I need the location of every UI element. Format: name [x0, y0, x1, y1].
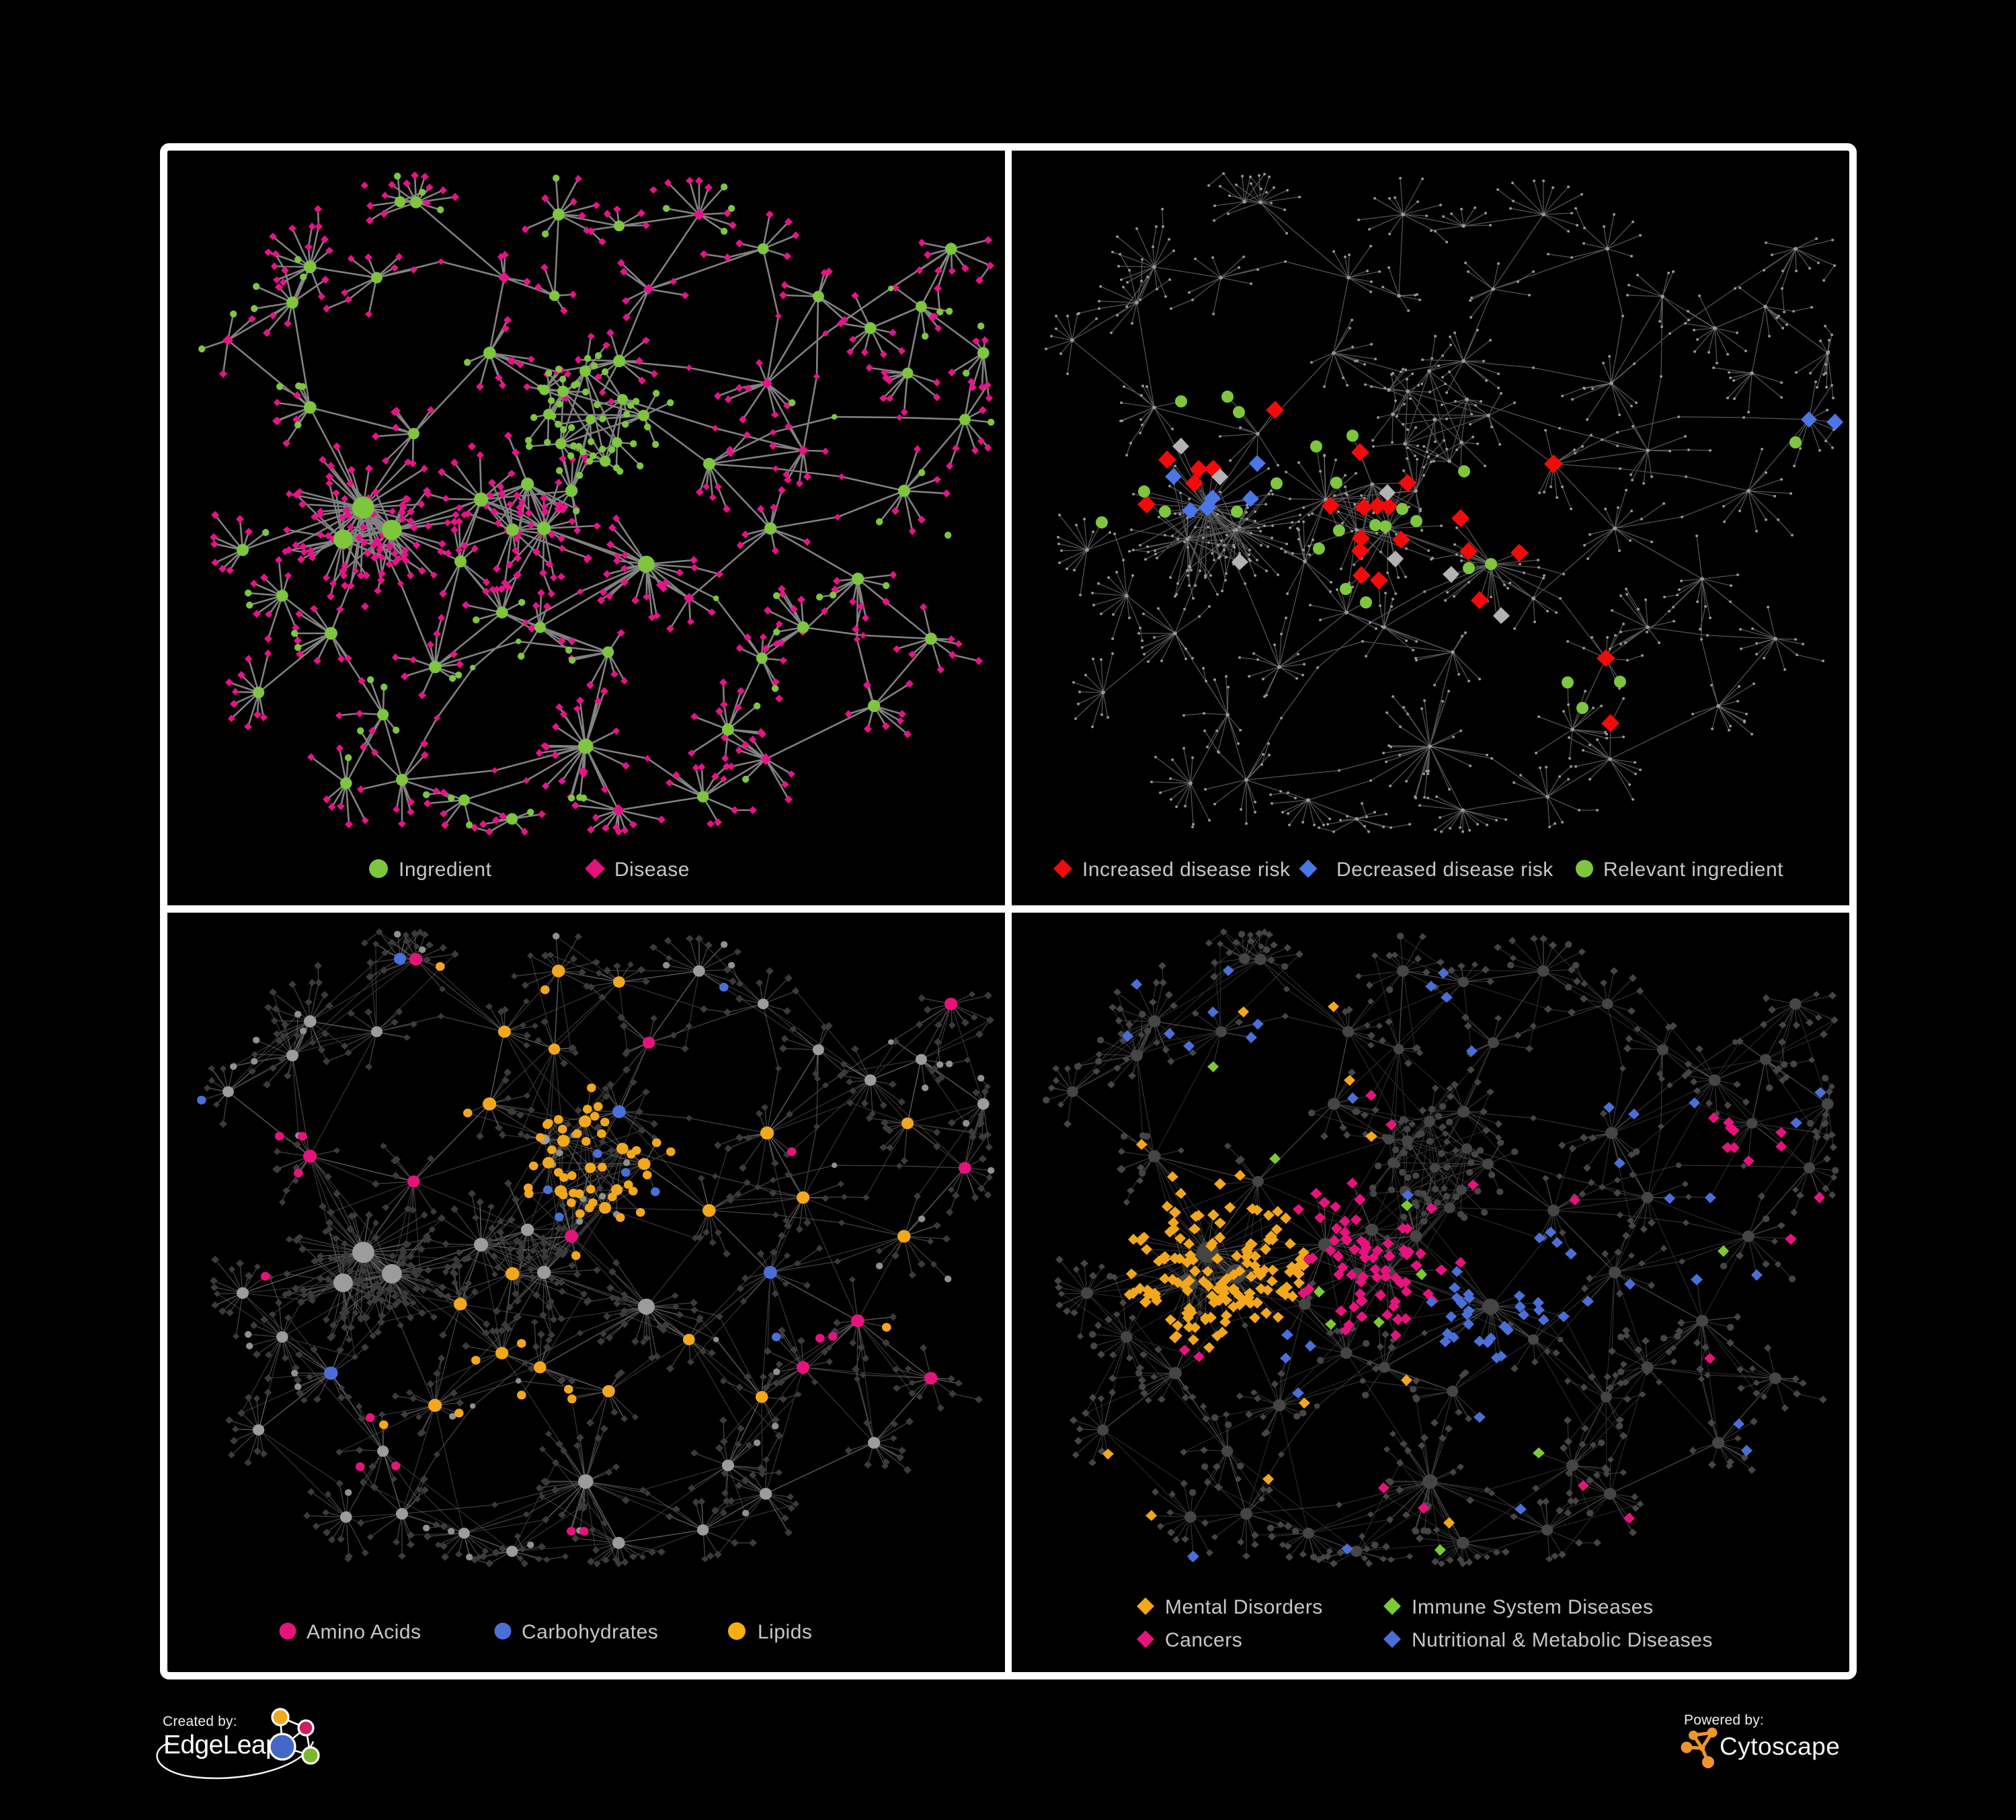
svg-text:Mental Disorders: Mental Disorders: [1165, 1596, 1323, 1618]
svg-text:Decreased disease risk: Decreased disease risk: [1336, 859, 1554, 881]
svg-text:Cancers: Cancers: [1165, 1629, 1242, 1651]
svg-text:Powered by:: Powered by:: [1684, 1712, 1764, 1728]
svg-text:Ingredient: Ingredient: [399, 859, 492, 881]
svg-text:Increased disease risk: Increased disease risk: [1082, 859, 1291, 881]
svg-text:Amino Acids: Amino Acids: [307, 1621, 421, 1643]
svg-text:Carbohydrates: Carbohydrates: [522, 1621, 658, 1643]
svg-text:Relevant ingredient: Relevant ingredient: [1603, 859, 1783, 881]
svg-text:Created by:: Created by:: [163, 1714, 237, 1729]
svg-text:Immune System Diseases: Immune System Diseases: [1412, 1596, 1653, 1618]
svg-text:Nutritional & Metabolic Diseas: Nutritional & Metabolic Diseases: [1412, 1629, 1713, 1651]
svg-text:EdgeLeap: EdgeLeap: [163, 1731, 280, 1759]
svg-text:Lipids: Lipids: [758, 1621, 812, 1643]
svg-text:Disease: Disease: [614, 859, 690, 881]
svg-text:Cytoscape: Cytoscape: [1720, 1733, 1840, 1760]
